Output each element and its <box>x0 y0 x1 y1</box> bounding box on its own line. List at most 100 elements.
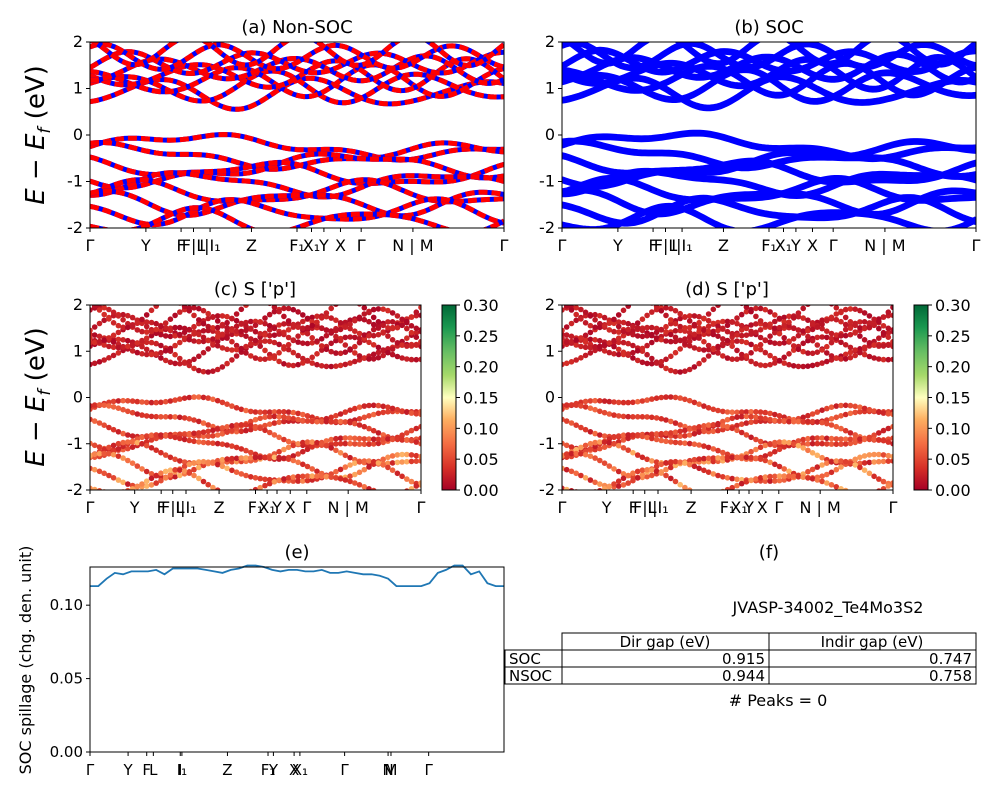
projection-point <box>110 344 117 351</box>
projection-point <box>866 470 873 477</box>
projection-point <box>394 313 401 319</box>
projection-point <box>852 432 858 438</box>
x-tick-label: M <box>385 761 398 779</box>
x-tick-label: I <box>178 761 182 779</box>
projection-point <box>342 419 349 425</box>
colorbar-tick-label: 0.25 <box>463 327 499 346</box>
projection-point <box>573 357 579 363</box>
projection-point <box>243 350 249 356</box>
projection-point <box>677 315 683 322</box>
projection-point <box>885 309 892 316</box>
projection-point <box>205 395 211 401</box>
projection-point <box>389 337 396 343</box>
projection-point <box>158 449 164 456</box>
projection-point <box>890 423 893 430</box>
projection-point <box>101 446 107 453</box>
projection-point <box>347 454 353 461</box>
projection-point <box>281 446 287 453</box>
projection-point <box>615 413 622 419</box>
projection-point <box>385 454 391 461</box>
projection-point <box>582 352 589 359</box>
projection-point <box>842 321 849 328</box>
projection-point <box>300 411 306 418</box>
projection-point <box>106 451 112 457</box>
projection-point <box>370 487 377 490</box>
projection-point <box>418 305 421 311</box>
projection-point <box>757 346 764 353</box>
projection-point <box>110 426 117 433</box>
projection-point <box>715 350 721 356</box>
projection-point <box>757 318 764 324</box>
projection-point <box>399 451 405 458</box>
projection-point <box>366 425 372 432</box>
projection-point <box>734 356 740 363</box>
projection-point <box>814 334 821 341</box>
projection-point <box>196 367 202 374</box>
projection-point <box>677 459 683 466</box>
projection-point <box>418 312 421 319</box>
projection-point <box>620 475 627 482</box>
panel-d-points <box>562 298 893 490</box>
projection-point <box>252 322 259 329</box>
projection-point <box>404 458 410 465</box>
projection-point <box>125 439 131 445</box>
projection-point <box>380 436 387 442</box>
projection-point <box>295 410 301 417</box>
projection-point <box>871 451 877 458</box>
projection-point <box>191 438 197 445</box>
projection-point <box>720 426 726 433</box>
projection-point <box>620 399 627 406</box>
projection-point <box>592 397 598 404</box>
projection-point <box>295 361 301 368</box>
projection-point <box>795 474 802 480</box>
projection-point <box>658 358 665 365</box>
projection-point <box>134 411 141 417</box>
projection-point <box>639 316 646 323</box>
projection-point <box>753 436 759 443</box>
projection-point <box>772 355 778 362</box>
colorbar-tick-label: 0.20 <box>463 358 499 377</box>
projection-point <box>285 362 292 368</box>
projection-point <box>720 353 726 359</box>
projection-point <box>753 346 759 352</box>
projection-point <box>266 322 273 329</box>
projection-point <box>266 327 273 333</box>
projection-point <box>705 469 712 476</box>
projection-point <box>696 424 702 430</box>
projection-point <box>143 329 150 335</box>
projection-point <box>385 492 391 498</box>
projection-point <box>592 324 598 331</box>
projection-point <box>630 355 636 361</box>
projection-point <box>352 441 358 447</box>
projection-point <box>880 410 887 416</box>
table-header-dir: Dir gap (eV) <box>620 633 711 651</box>
projection-point <box>649 414 655 421</box>
projection-point <box>630 323 636 330</box>
projection-point <box>205 323 211 330</box>
panel-e-spillage <box>90 564 504 587</box>
projection-point <box>696 324 702 331</box>
projection-point <box>842 314 849 321</box>
projection-point <box>658 336 665 343</box>
gap-table <box>504 632 977 685</box>
projection-point <box>110 475 117 481</box>
projection-point <box>120 439 126 446</box>
projection-point <box>814 435 821 441</box>
projection-point <box>101 470 107 477</box>
projection-point <box>682 314 688 321</box>
projection-point <box>271 420 278 426</box>
projection-point <box>271 332 278 339</box>
projection-point <box>110 352 117 359</box>
projection-point <box>644 467 650 473</box>
projection-point <box>790 441 797 447</box>
projection-point <box>375 349 382 356</box>
projection-point <box>167 333 174 340</box>
projection-point <box>601 348 608 354</box>
projection-point <box>809 326 816 333</box>
projection-point <box>200 458 207 465</box>
projection-point <box>824 298 830 304</box>
projection-point <box>691 331 698 338</box>
projection-point <box>587 405 594 412</box>
projection-point <box>281 329 287 336</box>
